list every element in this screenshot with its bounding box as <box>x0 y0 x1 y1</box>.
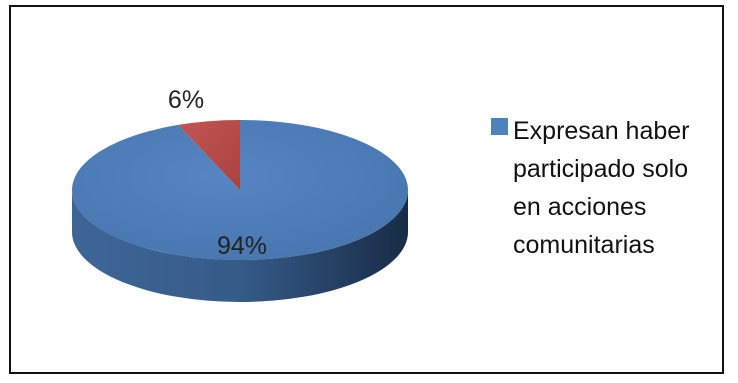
chart-frame: 94% 6% Expresan haber participado solo en… <box>9 5 724 374</box>
data-label-1: 6% <box>168 86 204 114</box>
pie-chart: 94% 6% <box>72 86 409 302</box>
data-label-0: 94% <box>217 232 267 260</box>
pie-slice-1 <box>178 120 240 190</box>
pie-slice-0 <box>72 120 409 260</box>
legend-swatch <box>491 118 508 135</box>
legend-label: Expresan haber participado solo en accio… <box>513 117 690 259</box>
pie-slice-side-0 <box>72 190 408 302</box>
